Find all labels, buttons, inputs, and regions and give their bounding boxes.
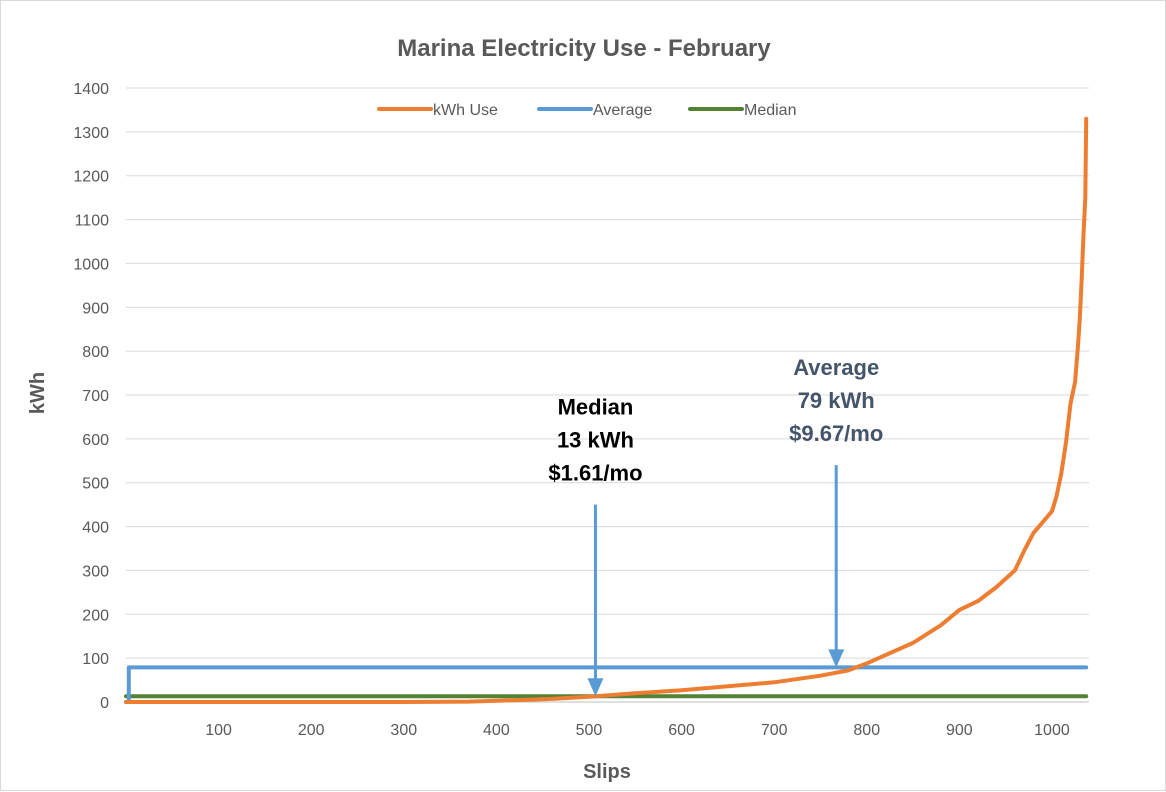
median-annotation-line: 13 kWh xyxy=(557,428,634,453)
y-tick-label: 400 xyxy=(82,520,109,537)
x-tick-label: 700 xyxy=(761,722,788,739)
y-tick-label: 200 xyxy=(82,607,109,624)
y-tick-label: 1400 xyxy=(73,81,109,98)
x-tick-label: 100 xyxy=(205,722,232,739)
median-annotation-line: Median xyxy=(558,395,634,420)
average-annotation-line: Average xyxy=(793,355,879,380)
y-tick-label: 300 xyxy=(82,563,109,580)
y-tick-label: 700 xyxy=(82,388,109,405)
x-tick-label: 200 xyxy=(298,722,325,739)
y-tick-label: 1000 xyxy=(73,256,109,273)
legend-label-kwh-use: kWh Use xyxy=(433,102,498,119)
y-tick-label: 900 xyxy=(82,300,109,317)
y-tick-label: 1100 xyxy=(75,213,110,230)
x-axis-title: Slips xyxy=(583,761,631,783)
average-arrow-head xyxy=(828,649,845,668)
legend: kWh Use Average Median xyxy=(377,102,796,119)
y-tick-label: 100 xyxy=(82,651,109,668)
x-tick-label: 500 xyxy=(576,722,603,739)
annotations: Median 13 kWh $1.61/mo Average 79 kWh $9.67/m… xyxy=(548,355,883,697)
y-tick-label: 500 xyxy=(82,476,109,493)
x-tick-label: 600 xyxy=(668,722,695,739)
median-arrow-head xyxy=(587,678,604,697)
series-line-kwh-use xyxy=(124,116,1089,704)
y-tick-label: 800 xyxy=(82,344,109,361)
legend-label-median: Median xyxy=(744,102,796,119)
average-annotation-line: $9.67/mo xyxy=(789,421,883,446)
average-annotation-line: 79 kWh xyxy=(798,388,875,413)
chart-title: Marina Electricity Use - February xyxy=(397,35,771,62)
median-annotation-line: $1.61/mo xyxy=(548,461,642,486)
y-tick-label: 1300 xyxy=(73,125,109,142)
x-tick-label: 300 xyxy=(390,722,417,739)
y-tick-label: 0 xyxy=(100,695,109,712)
x-tick-label: 400 xyxy=(483,722,510,739)
x-tick-label: 1000 xyxy=(1034,722,1070,739)
y-axis-title: kWh xyxy=(27,372,49,414)
x-tick-label: 800 xyxy=(853,722,880,739)
legend-label-average: Average xyxy=(593,102,652,119)
x-tick-label: 900 xyxy=(946,722,973,739)
y-tick-label: 600 xyxy=(82,432,109,449)
series-layer xyxy=(124,116,1089,704)
y-tick-label: 1200 xyxy=(73,169,109,186)
gridlines xyxy=(126,87,1089,703)
